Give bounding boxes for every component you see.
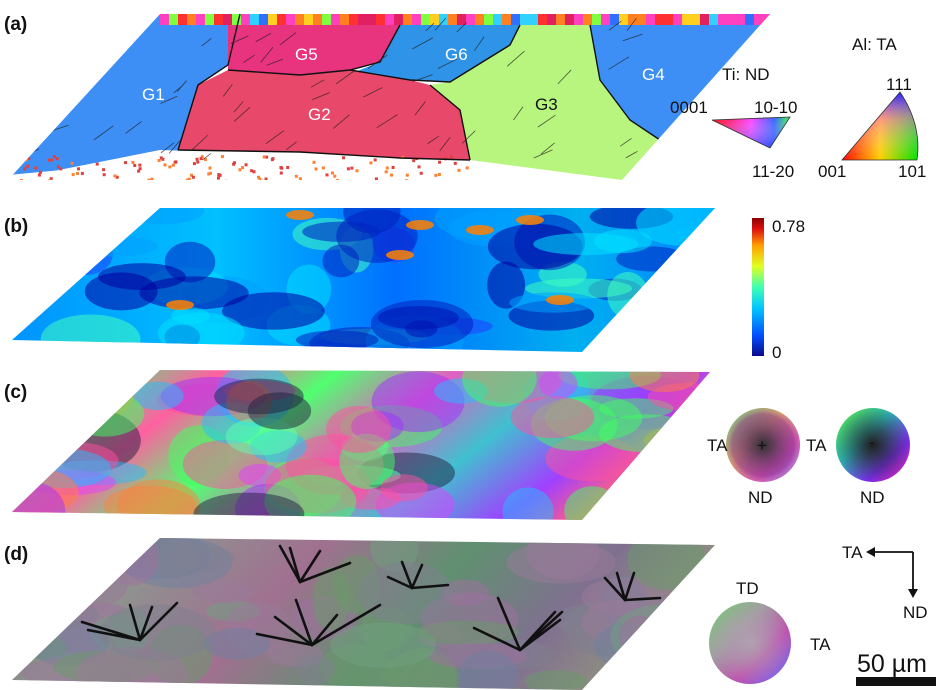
disk-plus-sign: + [757, 436, 767, 455]
panel-d-orientation-map [12, 538, 715, 690]
disk-d-ta-label: TA [810, 635, 831, 654]
panel-label-c: (c) [4, 382, 27, 403]
axis-ta-label: TA [842, 543, 863, 562]
panel-label-a: (a) [4, 14, 27, 35]
grain-label-g4: G4 [642, 65, 665, 84]
grain-label-g2: G2 [308, 105, 331, 124]
color-key-disk-minus: - TA ND [806, 408, 910, 507]
color-key-disk-plus: + TA ND [707, 408, 800, 507]
disk-plus-ta-label: TA [707, 436, 728, 455]
disk-plus-nd-label: ND [748, 488, 773, 507]
ti-corner-0001: 0001 [670, 98, 708, 117]
trace-fan-4 [255, 598, 382, 647]
disk-minus-nd-label: ND [860, 488, 885, 507]
disk-minus-sign: - [869, 433, 875, 452]
grain-label-g1: G1 [142, 85, 165, 104]
trace-fan-3 [386, 560, 450, 590]
al-corner-111: 111 [886, 75, 912, 94]
grain-region-g2 [178, 70, 470, 160]
scalebar [856, 677, 936, 686]
slip-trace-fans [80, 544, 662, 652]
grain-region-g3 [430, 25, 660, 180]
panel-a-grain-map: G1 G2 G3 G4 G5 G6 [8, 14, 770, 180]
disk-d-td-label: TD [736, 579, 759, 598]
axis-nd-label: ND [903, 603, 928, 622]
colorbar: 0.78 0 [752, 217, 805, 362]
disk-minus-ta-label: TA [806, 436, 827, 455]
grain-region-g5 [228, 25, 400, 75]
trace-fan-1 [80, 601, 179, 642]
panel-b-misorientation-map [12, 208, 715, 352]
scalebar-label: 50 µm [857, 650, 927, 678]
grain-region-g6 [355, 25, 520, 82]
ti-ipf-legend: Ti: ND 0001 10-10 11-20 [670, 65, 797, 181]
grain-label-g3: G3 [535, 95, 558, 114]
al-corner-001: 001 [818, 162, 846, 181]
colorbar-gradient [752, 218, 764, 356]
grain-label-g6: G6 [445, 45, 468, 64]
trace-fan-6 [603, 571, 662, 602]
panel-c-orientation-map [12, 370, 710, 520]
grain-label-g5: G5 [295, 45, 318, 64]
colorbar-max-label: 0.78 [772, 217, 805, 236]
ti-legend-title: Ti: ND [722, 65, 770, 84]
grain-region-g4 [590, 25, 770, 140]
trace-fan-5 [472, 596, 564, 652]
color-key-disk-d: TD TA [709, 579, 831, 684]
colorbar-min-label: 0 [772, 343, 781, 362]
al-ipf-legend: Al: TA 111 001 101 [818, 35, 926, 181]
ti-corner-11-20: 11-20 [752, 162, 794, 181]
al-corner-101: 101 [898, 162, 926, 181]
trace-fan-2 [278, 544, 352, 584]
al-legend-title: Al: TA [852, 35, 897, 54]
axes-indicator [866, 547, 918, 598]
panel-label-b: (b) [4, 216, 28, 237]
panel-label-d: (d) [4, 544, 28, 565]
ti-corner-10-10: 10-10 [754, 98, 797, 117]
